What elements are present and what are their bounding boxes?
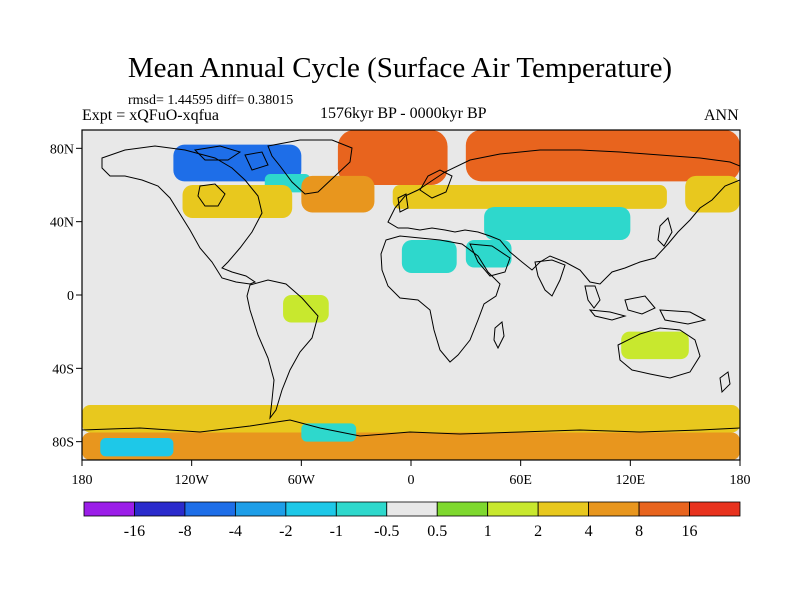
anomaly-region-13	[82, 405, 740, 433]
colorbar-label: 1	[484, 523, 492, 540]
anomaly-region-8	[484, 207, 631, 240]
colorbar-label: 2	[534, 523, 542, 540]
colorbar-swatch	[638, 501, 690, 517]
colorbar-swatch	[689, 501, 741, 517]
y-tick-label: 40N	[50, 216, 74, 231]
season-label: ANN	[704, 107, 739, 124]
x-tick-label: 0	[408, 473, 415, 488]
colorbar-label: -0.5	[374, 523, 399, 540]
x-tick-label: 120E	[616, 473, 646, 488]
y-axis-ticks: 80N 40N 0 40S 80S	[50, 142, 82, 451]
anomaly-region-14	[82, 432, 740, 460]
anomaly-region-0	[465, 130, 740, 182]
colorbar-swatch	[134, 501, 186, 517]
colorbar-label: 0.5	[427, 523, 447, 540]
colorbar-label: -4	[229, 523, 242, 540]
coastlines	[82, 139, 740, 437]
colorbar-swatch	[487, 501, 539, 517]
colorbar-label: -16	[124, 523, 145, 540]
anomaly-region-1	[337, 130, 448, 185]
experiment-label: Expt = xQFuO-xqfua	[82, 107, 220, 124]
y-tick-label: 40S	[52, 362, 74, 377]
anomaly-region-16	[301, 423, 357, 442]
anomaly-region-11	[283, 295, 329, 323]
rmsd-diff-stats: rmsd= 1.44595 diff= 0.38015	[128, 93, 294, 108]
colorbar: -16 -8 -4 -2 -1 -0.5 0.5 1 2 4 8 16	[83, 501, 741, 540]
colorbar-swatch	[335, 501, 388, 517]
anomaly-region-15	[100, 438, 174, 457]
x-tick-label: 60W	[288, 473, 316, 488]
colorbar-swatch	[184, 501, 236, 517]
colorbar-label: 8	[635, 523, 643, 540]
x-axis-ticks: 180 120W 60W 0 60E 120E 180	[72, 460, 751, 488]
colorbar-label: -1	[330, 523, 343, 540]
colorbar-swatch	[588, 501, 640, 517]
x-tick-label: 120W	[175, 473, 210, 488]
period-label: 1576kyr BP - 0000kyr BP	[320, 105, 487, 122]
colorbar-swatch	[234, 501, 287, 517]
colorbar-label: -2	[279, 523, 292, 540]
anomaly-region-2	[173, 144, 302, 182]
colorbar-swatch	[537, 501, 590, 517]
anomaly-region-12	[621, 331, 689, 360]
y-tick-label: 0	[67, 289, 74, 304]
colorbar-label: 16	[682, 523, 698, 540]
anomaly-region-4	[685, 175, 740, 213]
y-tick-label: 80N	[50, 142, 74, 157]
x-tick-label: 180	[730, 473, 751, 488]
page-title: Mean Annual Cycle (Surface Air Temperatu…	[127, 52, 673, 84]
y-tick-label: 80S	[52, 436, 74, 451]
colorbar-label: -8	[178, 523, 191, 540]
anomaly-region-5	[182, 185, 293, 218]
x-tick-label: 180	[72, 473, 93, 488]
colorbar-swatch	[386, 501, 438, 517]
colorbar-swatch	[285, 501, 337, 517]
anomaly-region-7	[392, 185, 667, 209]
temperature-anomaly-field	[82, 130, 740, 460]
colorbar-label: 4	[585, 523, 593, 540]
colorbar-swatch	[436, 501, 489, 517]
anomaly-region-6	[301, 175, 375, 213]
x-tick-label: 60E	[509, 473, 532, 488]
anomaly-region-9	[401, 240, 457, 273]
colorbar-swatch	[83, 501, 135, 517]
